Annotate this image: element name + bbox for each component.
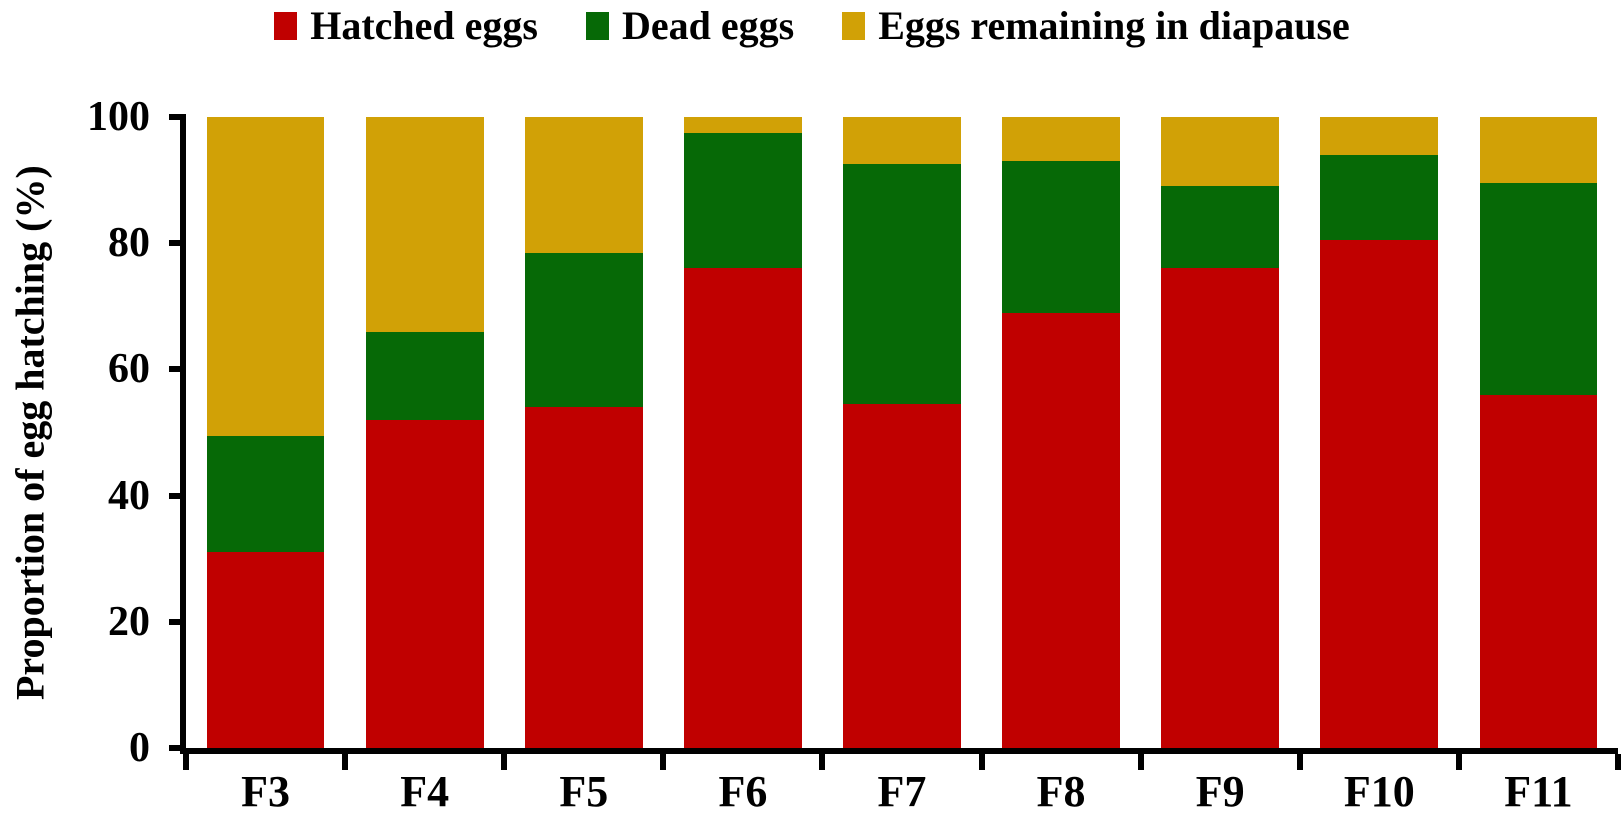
y-tick-label-40: 40 xyxy=(108,472,150,519)
y-tick-label-80: 80 xyxy=(108,220,150,267)
plot-area: 0 20 40 60 80 100 xyxy=(87,96,1621,770)
bars-container xyxy=(186,117,1618,748)
y-axis-title: Proportion of egg hatching (%) xyxy=(7,165,53,700)
legend-swatch-diapause-eggs-icon xyxy=(842,12,866,40)
x-tick-mark-1 xyxy=(342,754,349,770)
bar-f3 xyxy=(206,117,325,748)
bar-cell-f5 xyxy=(504,117,663,748)
x-tick-mark-2 xyxy=(501,754,508,770)
bar-f8 xyxy=(1002,117,1120,748)
bar-cell-f6 xyxy=(663,117,822,748)
bar-f10-segment-hatched-eggs xyxy=(1320,240,1439,748)
bar-f3-segment-eggs-remaining-in-diapause xyxy=(206,117,325,436)
y-tick-mark-100 xyxy=(169,114,186,120)
legend-swatch-hatched-eggs-icon xyxy=(274,12,298,40)
legend-label-dead-eggs: Dead eggs xyxy=(621,3,795,48)
x-tick-mark-6 xyxy=(1137,754,1144,770)
x-tick-label-f11: F11 xyxy=(1504,767,1573,816)
legend-item-diapause-eggs: Eggs remaining in diapause xyxy=(842,4,1350,48)
bar-f11-segment-dead-eggs xyxy=(1479,183,1598,395)
bar-f8-segment-dead-eggs xyxy=(1002,161,1120,313)
bar-f11 xyxy=(1479,117,1598,748)
legend: Hatched eggs Dead eggs Eggs remaining in… xyxy=(0,4,1624,48)
bar-cell-f4 xyxy=(345,117,504,748)
legend-label-diapause-eggs: Eggs remaining in diapause xyxy=(878,3,1350,48)
y-tick-label-60: 60 xyxy=(108,346,150,393)
x-tick-label-f9: F9 xyxy=(1195,767,1245,816)
bar-f5-segment-hatched-eggs xyxy=(524,407,643,748)
bar-cell-f7 xyxy=(822,117,981,748)
bar-f7 xyxy=(843,117,961,748)
bar-f8-segment-hatched-eggs xyxy=(1002,312,1120,748)
x-tick-label-f3: F3 xyxy=(241,767,290,816)
x-tick-mark-9 xyxy=(1615,754,1621,770)
legend-swatch-dead-eggs-icon xyxy=(585,12,609,40)
y-tick-mark-40 xyxy=(169,492,186,499)
bar-f11-segment-eggs-remaining-in-diapause xyxy=(1479,117,1598,184)
x-tick-label-f5: F5 xyxy=(559,767,609,816)
bar-f4-segment-eggs-remaining-in-diapause xyxy=(365,117,484,332)
x-tick-mark-7 xyxy=(1296,754,1303,770)
bar-f3-segment-hatched-eggs xyxy=(206,552,325,748)
bar-f9-segment-hatched-eggs xyxy=(1161,268,1280,748)
x-tick-label-f7: F7 xyxy=(877,767,927,816)
bar-f9-segment-eggs-remaining-in-diapause xyxy=(1161,117,1280,187)
bar-f9 xyxy=(1161,117,1280,748)
y-tick-mark-0 xyxy=(169,745,186,751)
bar-f8-segment-eggs-remaining-in-diapause xyxy=(1002,117,1120,162)
bar-cell-f11 xyxy=(1459,117,1618,748)
bar-f6-segment-hatched-eggs xyxy=(684,268,802,748)
y-tick-mark-20 xyxy=(169,618,186,625)
bar-f9-segment-dead-eggs xyxy=(1161,186,1280,269)
x-tick-label-f6: F6 xyxy=(718,767,768,816)
bar-f5 xyxy=(524,117,643,748)
y-tick-label-100: 100 xyxy=(87,94,150,140)
bar-f11-segment-hatched-eggs xyxy=(1479,394,1598,748)
bar-f4-segment-hatched-eggs xyxy=(365,419,484,748)
bar-f5-segment-dead-eggs xyxy=(524,252,643,408)
y-tick-label-0: 0 xyxy=(129,725,150,771)
bar-cell-f3 xyxy=(186,117,345,748)
x-tick-label-f10: F10 xyxy=(1343,767,1415,816)
bar-f7-segment-dead-eggs xyxy=(843,164,961,405)
bar-f6-segment-eggs-remaining-in-diapause xyxy=(684,117,802,133)
bar-f4-segment-dead-eggs xyxy=(365,331,484,420)
bar-cell-f9 xyxy=(1141,117,1300,748)
bar-cell-f8 xyxy=(982,117,1141,748)
y-tick-mark-60 xyxy=(169,366,186,373)
y-tick-label-20: 20 xyxy=(108,598,150,645)
x-tick-mark-3 xyxy=(660,754,667,770)
bar-f7-segment-hatched-eggs xyxy=(843,404,961,748)
legend-item-dead-eggs: Dead eggs xyxy=(585,3,795,48)
legend-item-hatched-eggs: Hatched eggs xyxy=(274,4,538,48)
bar-f3-segment-dead-eggs xyxy=(206,435,325,553)
legend-label-hatched-eggs: Hatched eggs xyxy=(310,3,538,48)
bar-f6 xyxy=(684,117,802,748)
x-tick-label-f4: F4 xyxy=(400,767,450,816)
bar-f10 xyxy=(1320,117,1439,748)
bar-f4 xyxy=(365,117,484,748)
x-tick-mark-5 xyxy=(978,754,985,770)
x-axis-labels: F3 F4 F5 F6 F7 F8 F9 F10 F11 xyxy=(186,770,1618,814)
x-tick-mark-0 xyxy=(183,754,189,770)
bar-cell-f10 xyxy=(1300,117,1459,748)
bar-f6-segment-dead-eggs xyxy=(684,132,802,269)
bar-f7-segment-eggs-remaining-in-diapause xyxy=(843,117,961,165)
x-tick-label-f8: F8 xyxy=(1036,767,1086,816)
x-tick-mark-8 xyxy=(1455,754,1462,770)
x-tick-mark-4 xyxy=(819,754,826,770)
bar-f5-segment-eggs-remaining-in-diapause xyxy=(524,117,643,253)
bar-f10-segment-eggs-remaining-in-diapause xyxy=(1320,117,1439,155)
y-tick-mark-80 xyxy=(169,240,186,247)
bar-f10-segment-dead-eggs xyxy=(1320,154,1439,241)
